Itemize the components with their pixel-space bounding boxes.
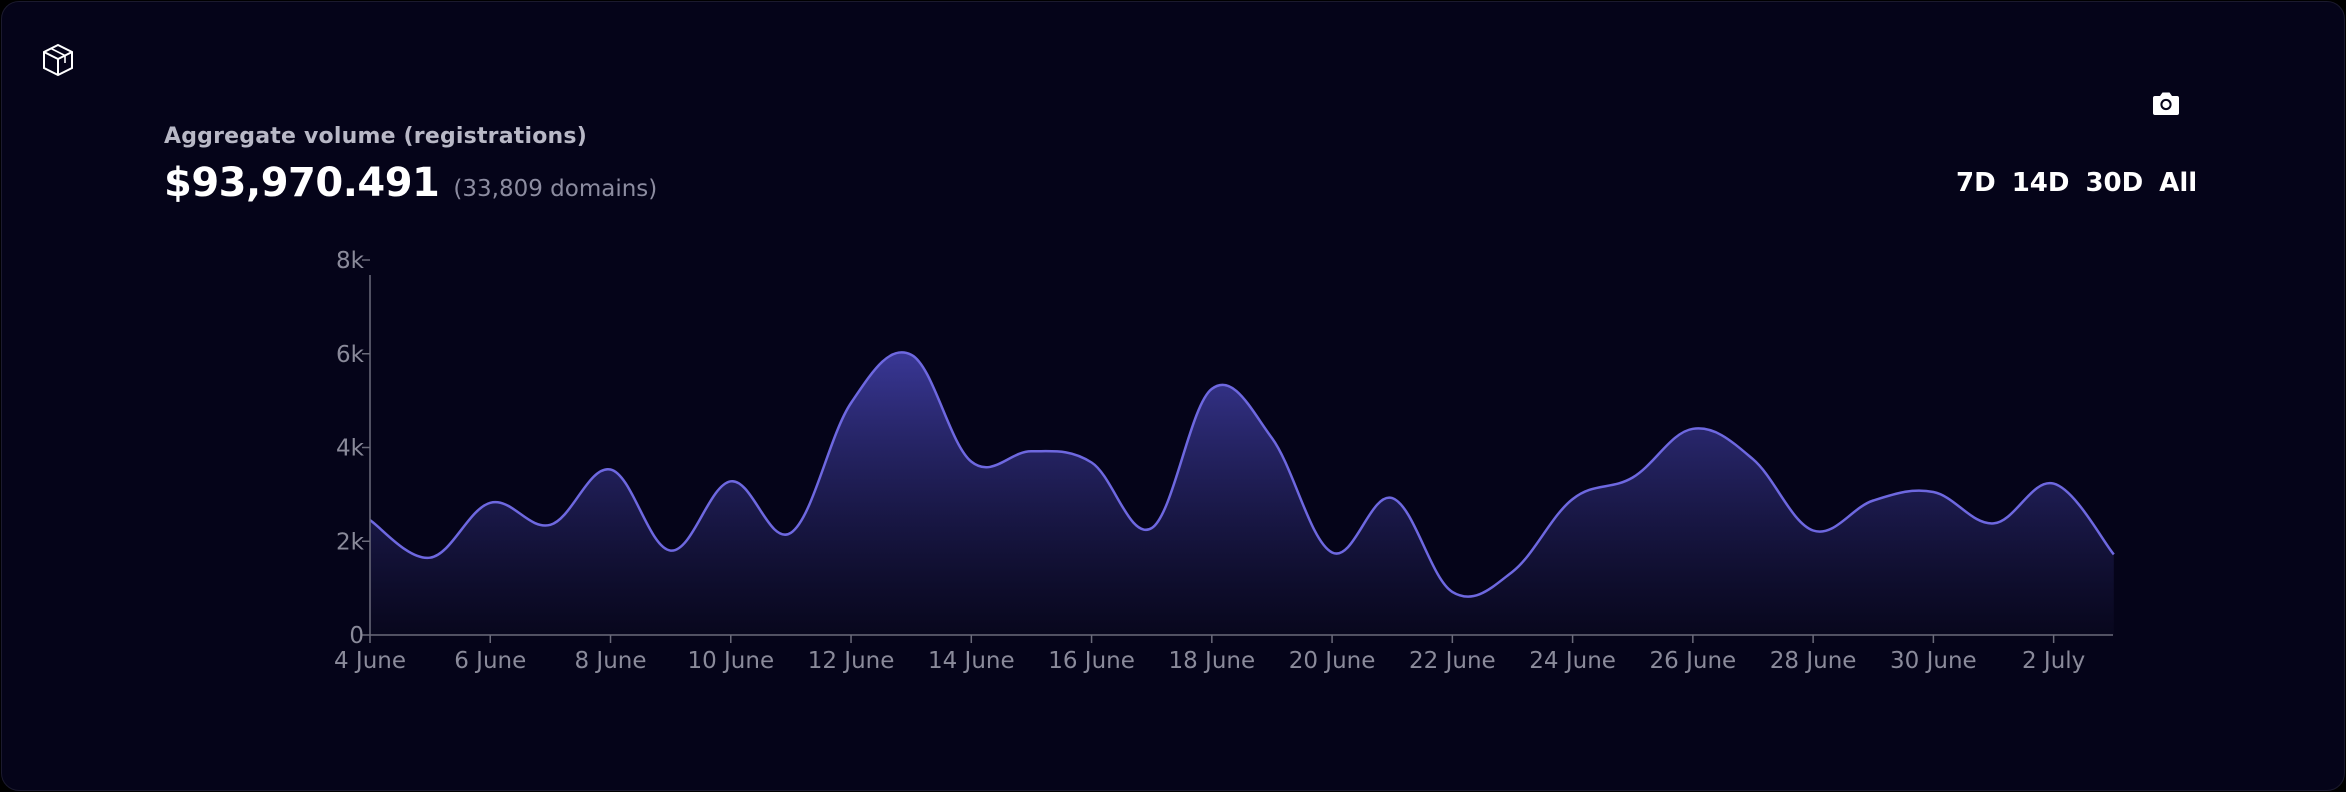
x-tick-label: 8 June xyxy=(574,648,646,674)
x-tick-label: 18 June xyxy=(1168,648,1255,674)
data-point-8[interactable] xyxy=(848,400,854,406)
volume-area-fill xyxy=(370,352,2114,635)
range-7d-button[interactable]: 7D xyxy=(1956,168,1996,198)
x-tick-label: 30 June xyxy=(1890,648,1977,674)
camera-icon[interactable] xyxy=(2150,88,2182,120)
x-tick-label: 2 July xyxy=(2022,648,2085,674)
data-point-24[interactable] xyxy=(1810,528,1816,534)
data-point-18[interactable] xyxy=(1449,589,1455,595)
domain-count: (33,809 domains) xyxy=(453,176,658,202)
x-tick-label: 24 June xyxy=(1529,648,1616,674)
data-point-5[interactable] xyxy=(668,548,674,554)
chart-subtitle: Aggregate volume (registrations) xyxy=(164,124,587,149)
data-point-26[interactable] xyxy=(1930,489,1936,495)
data-point-7[interactable] xyxy=(788,530,794,536)
x-tick-label: 12 June xyxy=(808,648,895,674)
data-point-21[interactable] xyxy=(1630,475,1636,481)
data-point-6[interactable] xyxy=(728,478,734,484)
y-tick-label: 4k xyxy=(336,436,365,462)
x-tick-label: 10 June xyxy=(687,648,774,674)
total-row: $93,970.491 (33,809 domains) xyxy=(164,160,657,206)
data-point-20[interactable] xyxy=(1570,496,1576,502)
data-point-11[interactable] xyxy=(1028,448,1034,454)
y-tick-label: 6k xyxy=(336,342,365,368)
range-all-button[interactable]: All xyxy=(2159,168,2198,198)
x-tick-label: 28 June xyxy=(1770,648,1857,674)
data-point-3[interactable] xyxy=(547,522,553,528)
data-point-1[interactable] xyxy=(427,555,433,561)
data-point-14[interactable] xyxy=(1209,386,1215,392)
data-point-27[interactable] xyxy=(1991,520,1997,526)
data-point-28[interactable] xyxy=(2051,481,2057,487)
time-range-selector: 7D 14D 30D All xyxy=(1956,168,2197,198)
y-tick-label: 2k xyxy=(336,529,365,555)
data-point-13[interactable] xyxy=(1149,525,1155,531)
data-point-17[interactable] xyxy=(1389,495,1395,501)
data-point-25[interactable] xyxy=(1870,498,1876,504)
range-30d-button[interactable]: 30D xyxy=(2085,168,2144,198)
data-point-15[interactable] xyxy=(1269,435,1275,441)
range-14d-button[interactable]: 14D xyxy=(2011,168,2070,198)
y-tick-label: 0 xyxy=(349,623,364,649)
data-point-16[interactable] xyxy=(1329,550,1335,556)
data-point-23[interactable] xyxy=(1750,456,1756,462)
x-tick-label: 20 June xyxy=(1289,648,1376,674)
data-point-19[interactable] xyxy=(1510,569,1516,575)
total-volume: $93,970.491 xyxy=(164,160,440,206)
x-tick-label: 26 June xyxy=(1650,648,1737,674)
data-point-10[interactable] xyxy=(968,459,974,465)
data-point-9[interactable] xyxy=(908,352,914,358)
x-tick-label: 14 June xyxy=(928,648,1015,674)
data-point-29[interactable] xyxy=(2111,551,2117,557)
volume-series-line xyxy=(369,351,2115,598)
data-point-2[interactable] xyxy=(487,500,493,506)
x-tick-label: 16 June xyxy=(1048,648,1135,674)
x-tick-label: 4 June xyxy=(334,648,406,674)
x-tick-label: 22 June xyxy=(1409,648,1496,674)
cube-logo-icon xyxy=(43,43,73,77)
x-tick-label: 6 June xyxy=(454,648,526,674)
data-point-22[interactable] xyxy=(1690,426,1696,432)
y-tick-label: 8k xyxy=(336,248,365,274)
data-point-12[interactable] xyxy=(1089,460,1095,466)
data-point-4[interactable] xyxy=(608,467,614,473)
